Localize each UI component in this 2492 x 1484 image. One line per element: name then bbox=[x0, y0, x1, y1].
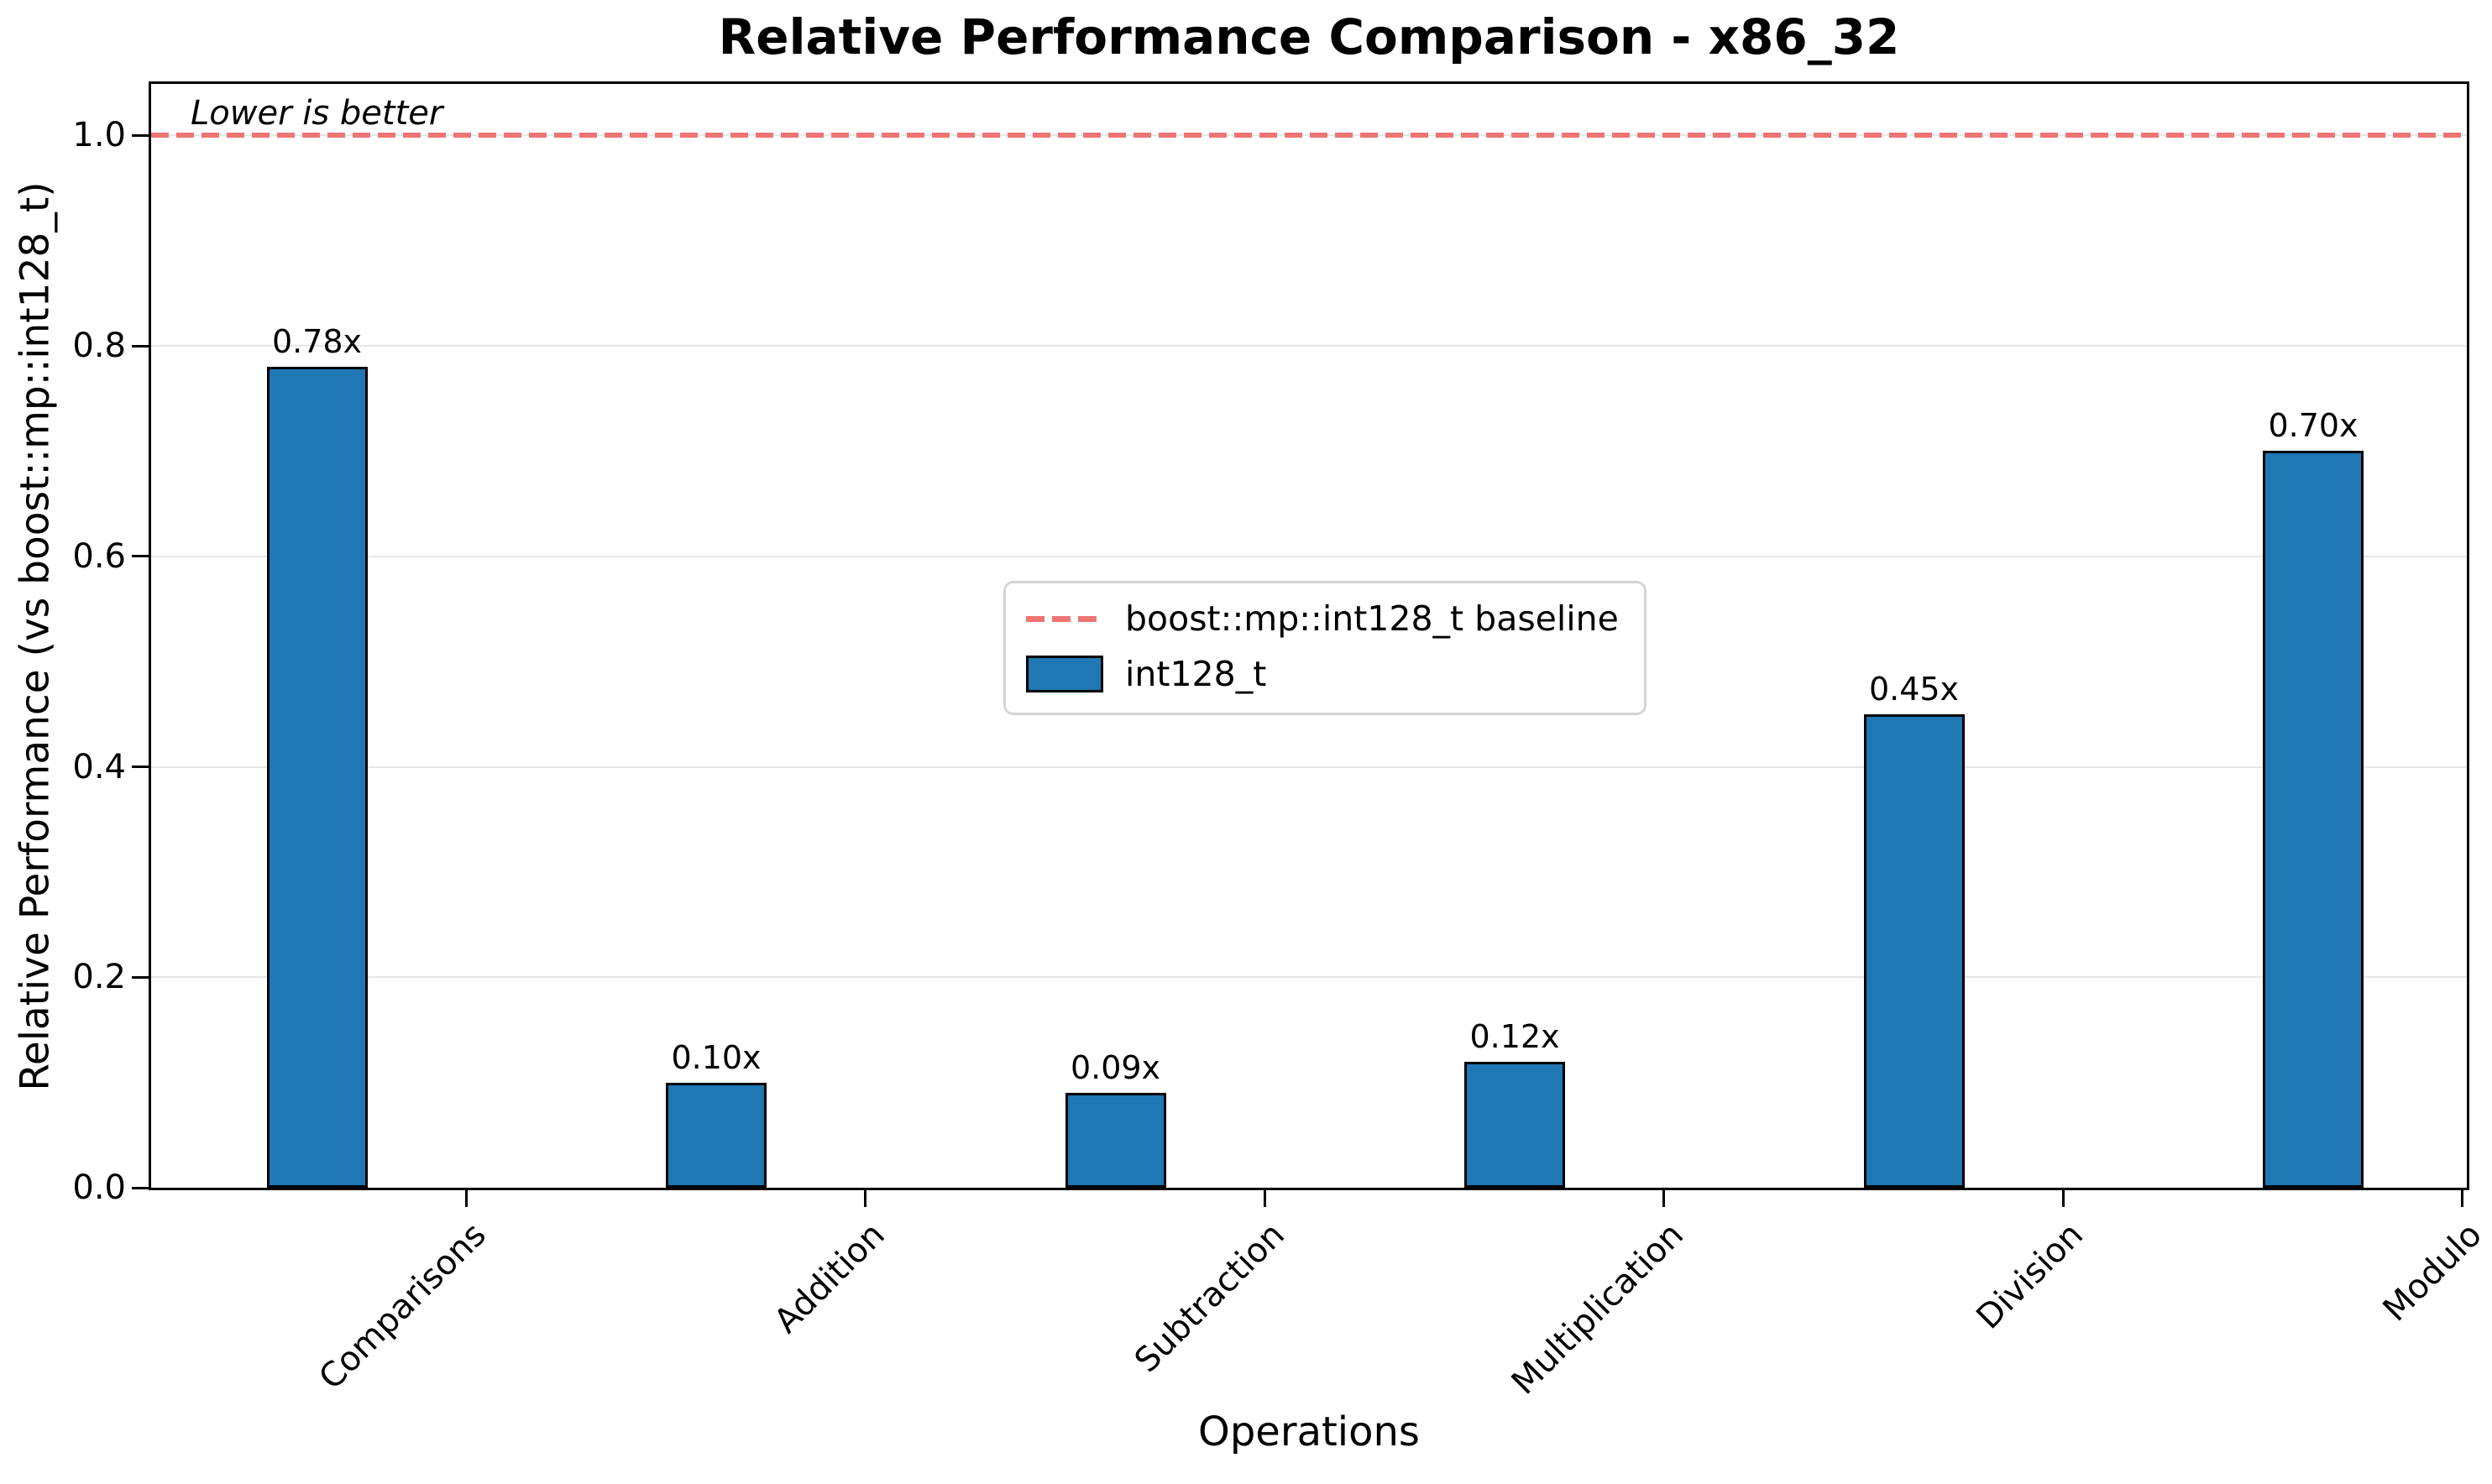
x-tick-label-multiplication: Multiplication bbox=[1504, 1215, 1692, 1403]
y-tick-mark-0.4 bbox=[132, 766, 149, 769]
gridline-y-0.6 bbox=[151, 555, 2467, 557]
x-tick-mark-multiplication bbox=[1662, 1190, 1665, 1207]
bar-subtraction bbox=[1065, 1093, 1166, 1188]
y-tick-label-1.0: 1.0 bbox=[72, 116, 126, 155]
x-axis-label: Operations bbox=[1198, 1408, 1420, 1455]
annotation-lower-is-better: Lower is better bbox=[191, 94, 443, 133]
y-tick-mark-0.0 bbox=[132, 1186, 149, 1189]
bar-value-label-multiplication: 0.12x bbox=[1469, 1017, 1560, 1055]
bar-modulo bbox=[2263, 451, 2364, 1188]
bar-swatch bbox=[1026, 656, 1103, 692]
gridline-y-0.2 bbox=[151, 976, 2467, 979]
x-tick-mark-modulo bbox=[2461, 1190, 2463, 1207]
bar-value-label-division: 0.45x bbox=[1868, 670, 1960, 708]
x-tick-label-modulo: Modulo bbox=[2375, 1215, 2490, 1330]
x-tick-label-subtraction: Subtraction bbox=[1127, 1215, 1292, 1381]
y-tick-label-0.0: 0.0 bbox=[72, 1168, 126, 1207]
y-tick-label-0.4: 0.4 bbox=[72, 747, 126, 786]
x-tick-mark-subtraction bbox=[1263, 1190, 1266, 1207]
legend-item-baseline: boost::mp::int128_t baseline bbox=[1026, 598, 1619, 639]
dashed-line-swatch bbox=[1026, 615, 1103, 622]
x-tick-label-comparisons: Comparisons bbox=[311, 1215, 494, 1398]
legend: boost::mp::int128_t baseline int128_t bbox=[1003, 581, 1646, 715]
bar-division bbox=[1863, 713, 1965, 1188]
y-tick-label-0.2: 0.2 bbox=[72, 958, 126, 997]
y-tick-mark-0.8 bbox=[132, 344, 149, 347]
x-tick-mark-division bbox=[2061, 1190, 2065, 1207]
y-tick-label-0.6: 0.6 bbox=[72, 536, 126, 576]
bar-multiplication bbox=[1464, 1061, 1565, 1188]
y-tick-mark-0.2 bbox=[132, 975, 149, 979]
baseline-dashed-line bbox=[151, 133, 2467, 138]
y-tick-mark-0.6 bbox=[132, 555, 149, 558]
bar-value-label-addition: 0.10x bbox=[671, 1038, 762, 1076]
legend-item-int128: int128_t bbox=[1026, 654, 1619, 694]
x-tick-label-addition: Addition bbox=[767, 1215, 893, 1341]
x-tick-mark-addition bbox=[864, 1190, 866, 1207]
chart-title: Relative Performance Comparison - x86_32 bbox=[718, 8, 1900, 65]
bar-value-label-modulo: 0.70x bbox=[2268, 407, 2358, 445]
legend-label-int128: int128_t bbox=[1125, 654, 1267, 694]
gridline-y-0.8 bbox=[151, 345, 2467, 347]
x-tick-label-division: Division bbox=[1968, 1215, 2091, 1337]
bar-comparisons bbox=[266, 367, 368, 1188]
plot-area: Lower is better boost::mp::int128_t base… bbox=[149, 81, 2469, 1190]
gridline-y-0.4 bbox=[151, 766, 2467, 768]
y-tick-mark-1.0 bbox=[132, 133, 149, 137]
legend-label-baseline: boost::mp::int128_t baseline bbox=[1125, 598, 1619, 639]
bar-addition bbox=[666, 1082, 767, 1188]
x-tick-mark-comparisons bbox=[464, 1190, 468, 1207]
y-tick-label-0.8: 0.8 bbox=[72, 327, 126, 366]
y-axis-label: Relative Performance (vs boost::mp::int1… bbox=[12, 181, 59, 1091]
bar-value-label-comparisons: 0.78x bbox=[271, 323, 363, 361]
bar-value-label-subtraction: 0.09x bbox=[1070, 1049, 1161, 1087]
